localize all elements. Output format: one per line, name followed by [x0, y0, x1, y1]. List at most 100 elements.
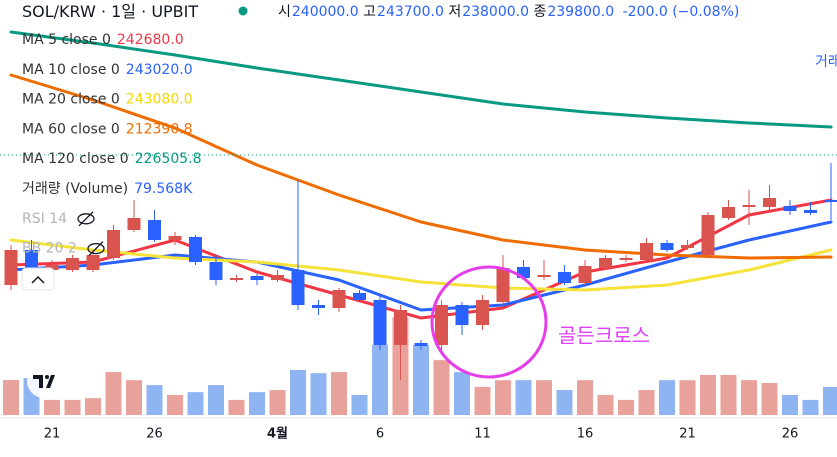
ohlc-label: 시 — [278, 4, 291, 20]
volume-bar — [413, 345, 429, 415]
ma-line — [9, 30, 833, 129]
hidden-icon — [87, 242, 105, 255]
candle-body — [332, 290, 346, 308]
candle-body — [107, 230, 120, 258]
volume-bar — [105, 372, 122, 415]
legend-entry: MA 60 close 0 212390.8 — [22, 121, 193, 137]
exchange: UPBIT — [151, 2, 198, 21]
volume-bar — [515, 380, 532, 415]
volume-bar — [331, 372, 347, 415]
legend-value: 212390.8 — [126, 121, 193, 137]
candle-body — [783, 206, 797, 211]
x-tick-label: 6 — [376, 427, 384, 442]
volume-bar — [167, 394, 183, 415]
legend-entry: BB 20 2 — [22, 241, 77, 257]
x-tick-label: 4월 — [267, 426, 288, 442]
collapse-button[interactable] — [21, 267, 55, 291]
candle-body — [353, 293, 366, 300]
ma-line — [9, 73, 833, 260]
candle-body — [45, 265, 59, 270]
separator: · — [141, 2, 146, 21]
candle-body — [722, 207, 735, 218]
button-frame[interactable] — [21, 267, 55, 291]
candle-body — [742, 205, 756, 207]
volume-bar — [64, 399, 81, 415]
x-tick-label: 11 — [474, 427, 491, 442]
hidden-icon-slash — [88, 241, 104, 257]
legend-entry: MA 120 close 0 226505.8 — [22, 151, 202, 167]
legend-name: BB 20 2 — [22, 241, 77, 257]
volume-bar — [618, 399, 634, 415]
candle-body — [681, 245, 694, 248]
ohlc-value: 243700.0 — [377, 4, 444, 20]
candle-body — [455, 305, 469, 325]
logo — [33, 375, 55, 388]
x-tick-label: 26 — [146, 427, 163, 442]
ohlc-value: 238000.0 — [462, 4, 529, 20]
candle-body — [476, 300, 489, 325]
legend-entry: RSI 14 — [22, 211, 67, 227]
candle-body — [558, 272, 571, 283]
volume-bar — [782, 394, 798, 415]
legend-name: MA 10 close 0 — [22, 62, 120, 78]
volume-bar — [44, 399, 60, 415]
status-dot — [238, 6, 248, 16]
volume-bar — [823, 387, 837, 415]
candle-body — [373, 300, 387, 345]
legend-name: MA 5 close 0 — [22, 32, 111, 48]
volume-bar — [556, 390, 573, 415]
highlight-ellipse — [430, 265, 548, 379]
legend-entry: MA 10 close 0 243020.0 — [22, 62, 193, 78]
volume-bar — [85, 398, 101, 415]
side-label: 거래 — [815, 54, 837, 70]
candle-body — [86, 255, 100, 270]
legend-value: 226505.8 — [135, 151, 202, 167]
interval: 1일 — [111, 2, 136, 21]
volume-bar — [720, 374, 737, 415]
ma-line — [9, 198, 833, 320]
symbol-title: SOL/KRW · 1일 · UPBIT — [22, 2, 198, 21]
volume-bar — [802, 399, 819, 415]
volume-bar — [187, 392, 204, 415]
legend-name: MA 120 close 0 — [22, 151, 129, 167]
candle-body — [763, 198, 776, 207]
volume-bar — [741, 380, 757, 415]
candle-body — [291, 270, 305, 305]
ohlc-value: 239800.0 — [547, 4, 614, 20]
candle-body — [660, 243, 674, 250]
candle-body — [189, 237, 202, 262]
candle-body — [701, 215, 715, 255]
legend-value: 243020.0 — [126, 62, 193, 78]
candle-body — [640, 243, 653, 260]
candle-body — [619, 258, 633, 260]
volume-bar — [208, 385, 224, 415]
legend-name: 거래량 (Volume) — [22, 181, 128, 197]
tv-logo[interactable] — [27, 364, 61, 398]
x-tick-label: 26 — [782, 427, 799, 442]
candle-body — [230, 278, 243, 280]
volume-bar — [351, 394, 368, 415]
volume-bar — [372, 345, 388, 415]
change: -200.0 (−0.08%) — [623, 4, 740, 20]
hidden-icon-slash — [78, 211, 94, 227]
volume-bar — [146, 385, 163, 415]
ohlc-label: 고 — [363, 4, 376, 20]
ohlc-label: 저 — [448, 4, 461, 20]
candle-body — [824, 200, 837, 202]
volume-bar — [454, 372, 470, 415]
header: SOL/KRW · 1일 · UPBIT 시240000.0 고243700.0… — [22, 2, 739, 21]
x-axis: 21 26 4월 6 11 16 21 26 — [44, 426, 799, 442]
volume-bar — [597, 394, 614, 415]
volume-bar — [700, 374, 716, 415]
candle-body — [804, 210, 817, 213]
volume-bar — [659, 380, 675, 415]
volume-bar — [269, 390, 286, 415]
candle-body — [66, 258, 79, 270]
ohlc-value: 240000.0 — [292, 4, 359, 20]
candle-body — [25, 250, 38, 270]
candle-body — [578, 266, 592, 283]
candle-body — [496, 268, 510, 302]
candle-body — [435, 305, 448, 345]
volume-bar — [228, 399, 245, 415]
volume-bar — [126, 380, 142, 415]
